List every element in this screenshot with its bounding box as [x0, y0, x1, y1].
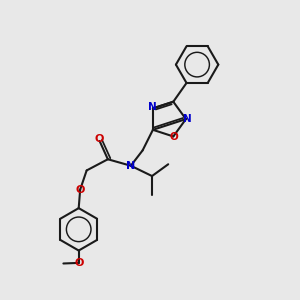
- Text: N: N: [183, 114, 191, 124]
- Text: N: N: [148, 103, 157, 112]
- Text: O: O: [95, 134, 104, 144]
- Text: O: O: [74, 258, 83, 268]
- Text: N: N: [126, 161, 135, 171]
- Text: O: O: [76, 184, 85, 195]
- Text: O: O: [170, 132, 178, 142]
